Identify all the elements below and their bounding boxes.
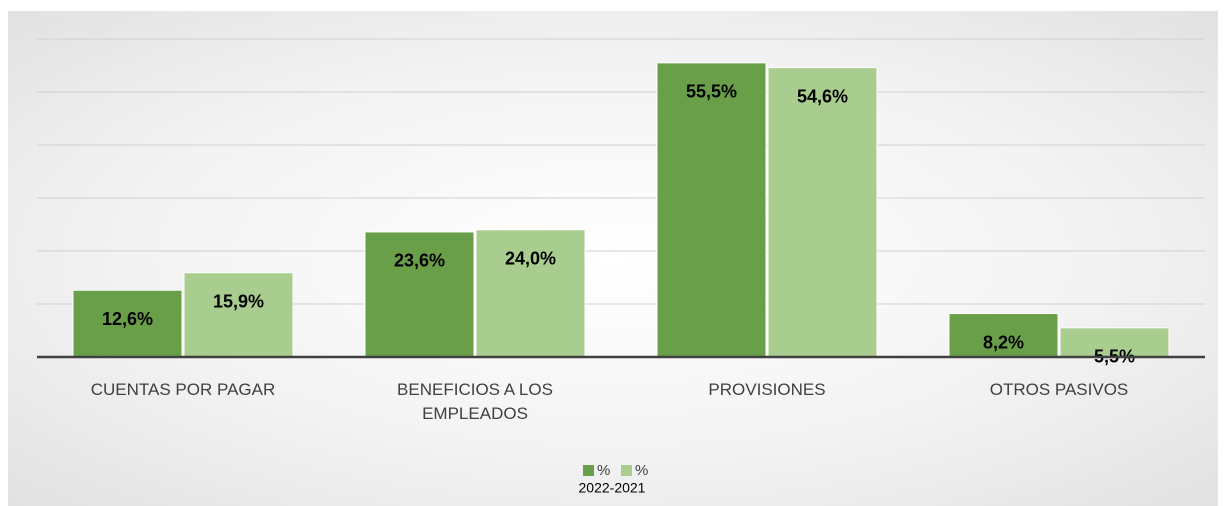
bar xyxy=(72,289,183,358)
data-label: 54,6% xyxy=(797,86,848,106)
bar xyxy=(364,231,475,358)
bar xyxy=(656,62,767,358)
chart-background xyxy=(8,11,1218,506)
data-label: 55,5% xyxy=(686,82,737,102)
legend-label: % xyxy=(597,462,610,479)
bar xyxy=(1059,327,1170,358)
bar xyxy=(767,67,878,358)
data-label: 15,9% xyxy=(213,291,264,311)
legend-title: 2022-2021 xyxy=(579,480,646,496)
x-tick-label: PROVISIONES xyxy=(708,380,826,399)
bar xyxy=(948,313,1059,358)
legend-label: % xyxy=(635,462,648,479)
data-label: 23,6% xyxy=(394,251,445,271)
data-label: 8,2% xyxy=(983,332,1024,352)
x-tick-label: OTROS PASIVOS xyxy=(989,380,1129,399)
data-label: 12,6% xyxy=(102,309,153,329)
data-label: 24,0% xyxy=(505,249,556,269)
bar xyxy=(183,272,294,358)
legend-swatch xyxy=(583,465,594,476)
x-tick-label: CUENTAS POR PAGAR xyxy=(90,380,276,399)
legend-swatch xyxy=(621,465,632,476)
x-tick-label: BENEFICIOS A LOS EMPLEADOS xyxy=(397,380,553,423)
